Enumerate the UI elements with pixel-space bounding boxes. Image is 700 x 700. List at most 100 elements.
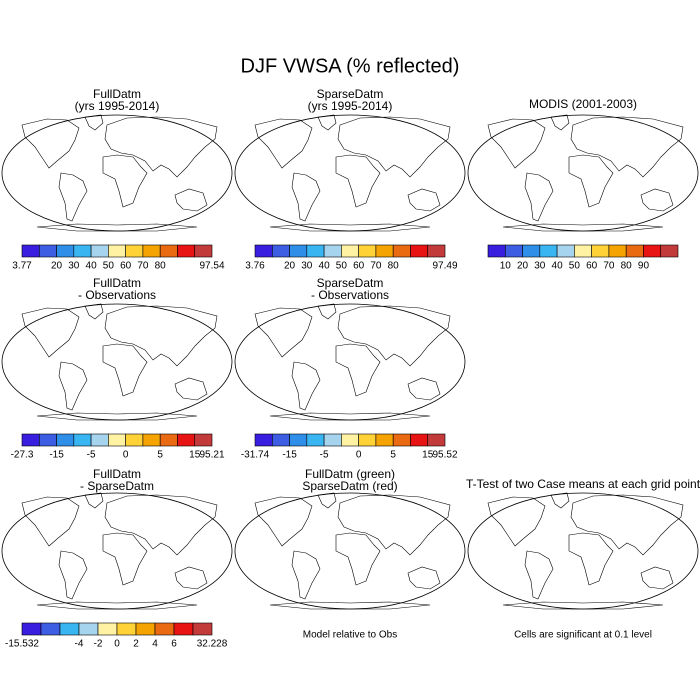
colorbar-label: 40 <box>319 261 331 272</box>
colorbar-label: 95.21 <box>199 450 224 461</box>
colorbar-label: 60 <box>586 261 598 272</box>
colorbar-box <box>116 622 137 636</box>
colorbar-label: -2 <box>94 639 103 650</box>
colorbar-box <box>358 433 377 447</box>
colorbar-box <box>73 433 92 447</box>
colorbar-box <box>410 244 429 258</box>
colorbar-label: 40 <box>552 261 564 272</box>
colorbar-box <box>154 622 175 636</box>
colorbar-box <box>289 244 308 258</box>
colorbar-box <box>254 244 273 258</box>
colorbar-label: 0 <box>356 450 362 461</box>
map-outline <box>1 114 233 232</box>
colorbar-label: -15 <box>282 450 297 461</box>
colorbar-box <box>254 433 273 447</box>
colorbar-box <box>142 433 161 447</box>
colorbar-box <box>289 433 308 447</box>
colorbar-box <box>341 433 359 447</box>
colorbar-box <box>306 433 325 447</box>
colorbar-box <box>56 433 75 447</box>
colorbar-label: 3.77 <box>12 261 32 272</box>
panel-title: SparseDatm <box>317 276 384 290</box>
colorbar-box <box>358 244 377 258</box>
colorbar-box <box>21 622 42 636</box>
map-outline <box>1 492 233 610</box>
colorbar-label: 15 <box>189 450 201 461</box>
colorbar-label: 97.54 <box>199 261 224 272</box>
colorbar-label: -5 <box>87 450 96 461</box>
colorbar-box <box>38 433 57 447</box>
colorbar-label: 60 <box>120 261 132 272</box>
panel-title: FullDatm <box>93 467 141 481</box>
colorbar-box <box>375 244 394 258</box>
colorbar-label: 50 <box>336 261 348 272</box>
colorbar-box <box>56 244 75 258</box>
panel-title: T-Test of two Case means at each grid po… <box>466 477 700 491</box>
colorbar-box <box>591 244 610 258</box>
colorbar-label: 50 <box>569 261 581 272</box>
colorbar-box <box>108 433 126 447</box>
colorbar-box <box>173 622 194 636</box>
colorbar-box <box>125 433 144 447</box>
colorbar-label: 15 <box>422 450 434 461</box>
figure-title: DJF VWSA (% reflected) <box>241 55 460 77</box>
colorbar-box <box>90 433 109 447</box>
colorbar-box <box>410 433 429 447</box>
map-outline <box>1 303 233 421</box>
colorbar-box <box>97 622 118 636</box>
colorbar-label: 95.52 <box>432 450 457 461</box>
colorbar-box <box>392 244 411 258</box>
colorbar-box <box>306 244 325 258</box>
colorbar-box <box>375 433 394 447</box>
colorbar-label: 3.76 <box>245 261 265 272</box>
panel-title: - SparseDatm <box>80 479 154 493</box>
colorbar-label: 70 <box>370 261 382 272</box>
panel-note: Cells are significant at 0.1 level <box>514 630 652 641</box>
colorbar-box <box>194 433 213 447</box>
colorbar-label: 80 <box>155 261 167 272</box>
colorbar-label: 30 <box>68 261 80 272</box>
colorbar-box <box>427 244 446 258</box>
panel-title: FullDatm (green) <box>305 467 395 481</box>
colorbar-box <box>40 622 61 636</box>
colorbar-box <box>192 622 213 636</box>
panel-title: FullDatm <box>93 276 141 290</box>
colorbar-box <box>21 433 40 447</box>
panel-title: SparseDatm <box>317 87 384 101</box>
colorbar-label: -31.74 <box>241 450 270 461</box>
colorbar-box <box>125 244 144 258</box>
colorbar-label: 90 <box>638 261 650 272</box>
colorbar-label: 80 <box>388 261 400 272</box>
panel-note: Model relative to Obs <box>303 630 398 641</box>
colorbar-label: -15.532 <box>5 639 39 650</box>
colorbar-label: 2 <box>133 639 139 650</box>
map-outline <box>467 492 699 610</box>
colorbar-label: 50 <box>103 261 115 272</box>
colorbar-label: 5 <box>157 450 163 461</box>
colorbar-box <box>159 433 178 447</box>
colorbar-box <box>135 622 156 636</box>
colorbar-box <box>427 433 446 447</box>
colorbar-box <box>487 244 506 258</box>
panel-title: - Observations <box>78 288 156 302</box>
colorbar-box <box>341 244 359 258</box>
panel-title: MODIS (2001-2003) <box>529 97 637 111</box>
colorbar-label: -27.3 <box>11 450 34 461</box>
map-outline <box>234 114 466 232</box>
colorbar-label: 10 <box>500 261 512 272</box>
colorbar-label: 5 <box>390 450 396 461</box>
colorbar-box <box>643 244 662 258</box>
colorbar-label: 30 <box>534 261 546 272</box>
colorbar-label: -4 <box>75 639 84 650</box>
colorbar-box <box>392 433 411 447</box>
colorbar-label: 97.49 <box>432 261 457 272</box>
panel-title: SparseDatm (red) <box>302 479 397 493</box>
colorbar-label: -5 <box>320 450 329 461</box>
map-outline <box>234 492 466 610</box>
colorbar-box <box>38 244 57 258</box>
colorbar-label: 70 <box>603 261 615 272</box>
colorbar-box <box>522 244 541 258</box>
colorbar-box <box>574 244 592 258</box>
colorbar-label: 0 <box>114 639 120 650</box>
panel-title: - Observations <box>311 288 389 302</box>
